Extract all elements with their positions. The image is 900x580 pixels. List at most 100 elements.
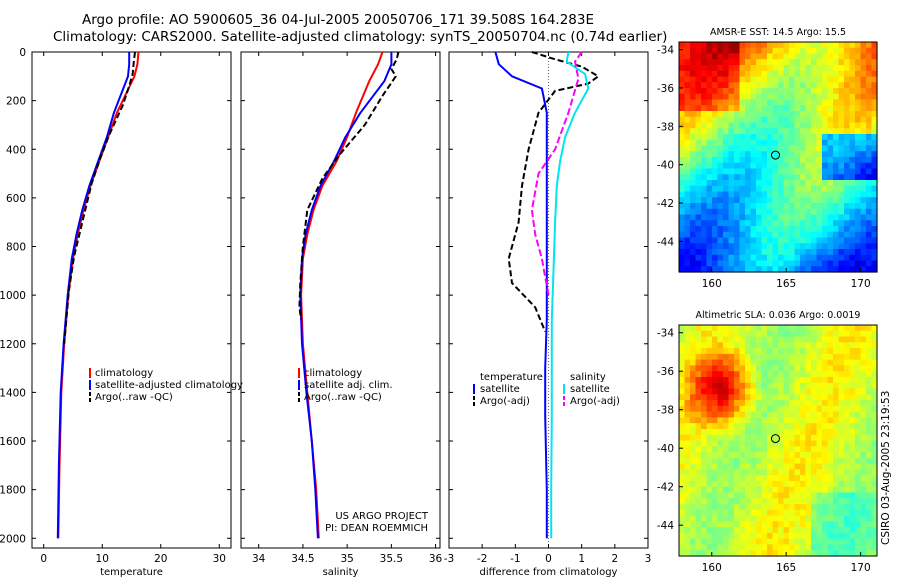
map-cell	[794, 325, 801, 332]
map-cell	[772, 411, 779, 419]
map-cell	[833, 59, 840, 66]
map-cell	[833, 185, 840, 193]
map-cell	[827, 342, 834, 349]
map-cell	[822, 197, 829, 204]
map-cell	[778, 532, 785, 540]
map-cell	[866, 249, 873, 256]
map-cell	[745, 42, 752, 49]
map-cell	[855, 504, 862, 511]
map-cell	[805, 463, 812, 470]
map-cell	[734, 463, 741, 470]
map-cell	[794, 527, 801, 534]
map-cell	[695, 434, 702, 442]
map-cell	[739, 434, 746, 442]
map-cell	[690, 231, 697, 239]
map-cell	[701, 365, 708, 372]
map-cell	[728, 480, 735, 488]
map-cell	[794, 266, 801, 273]
map-cell	[712, 151, 719, 158]
map-cell	[866, 93, 873, 101]
map-cell	[871, 226, 878, 233]
map-cell	[772, 174, 779, 181]
map-cell	[811, 527, 818, 534]
map-cell	[833, 157, 840, 164]
map-cell	[855, 376, 862, 384]
map-cell	[800, 428, 807, 436]
map-cell	[816, 359, 823, 367]
map-cell	[800, 82, 807, 89]
map-cell	[794, 428, 801, 436]
map-cell	[772, 376, 779, 384]
map-cell	[750, 174, 757, 181]
map-cell	[849, 475, 856, 482]
map-cell	[679, 550, 686, 557]
map-cell	[690, 325, 697, 332]
map-cell	[756, 70, 763, 78]
map-cell	[783, 208, 790, 216]
map-cell	[745, 168, 752, 175]
map-cell	[838, 214, 845, 221]
map-cell	[745, 180, 752, 187]
map-cell	[871, 203, 878, 210]
map-cell	[679, 532, 686, 540]
x-tick-label: 0	[40, 553, 47, 565]
map-cell	[739, 388, 746, 395]
map-cell	[734, 208, 741, 216]
map-cell	[871, 492, 878, 499]
map-cell	[833, 105, 840, 112]
map-cell	[805, 145, 812, 152]
map-cell	[783, 394, 790, 401]
map-y-tick-label: -36	[657, 83, 674, 95]
map-cell	[805, 99, 812, 106]
map-cell	[871, 475, 878, 482]
map-cell	[756, 498, 763, 505]
map-cell	[756, 405, 763, 413]
map-cell	[822, 180, 829, 187]
map-cell	[844, 492, 851, 499]
map-cell	[728, 417, 735, 424]
map-cell	[684, 509, 691, 517]
map-cell	[822, 266, 829, 273]
map-cell	[767, 122, 774, 129]
map-cell	[717, 469, 724, 476]
map-cell	[811, 400, 818, 407]
map-cell	[849, 423, 856, 430]
map-cell	[805, 76, 812, 83]
map-cell	[717, 237, 724, 244]
map-cell	[734, 157, 741, 164]
map-cell	[838, 185, 845, 193]
map-cell	[679, 405, 686, 413]
map-cell	[822, 336, 829, 343]
map-cell	[745, 249, 752, 256]
map-cell	[816, 538, 823, 546]
map-cell	[717, 116, 724, 124]
map-cell	[778, 266, 785, 273]
map-cell	[717, 480, 724, 488]
map-cell	[860, 342, 867, 349]
map-cell	[761, 492, 768, 499]
map-cell	[728, 434, 735, 442]
map-cell	[778, 122, 785, 129]
map-cell	[684, 266, 691, 273]
map-cell	[783, 342, 790, 349]
map-cell	[695, 544, 702, 551]
map-cell	[767, 405, 774, 413]
map-cell	[717, 509, 724, 517]
map-cell	[849, 191, 856, 198]
map-cell	[849, 394, 856, 401]
map-cell	[756, 365, 763, 372]
map-cell	[723, 492, 730, 499]
map-cell	[717, 325, 724, 332]
map-cell	[717, 47, 724, 55]
map-cell	[695, 452, 702, 459]
map-cell	[849, 116, 856, 124]
map-cell	[855, 400, 862, 407]
map-cell	[745, 174, 752, 181]
map-cell	[706, 428, 713, 436]
map-cell	[761, 231, 768, 239]
map-cell	[805, 105, 812, 112]
map-cell	[745, 226, 752, 233]
map-cell	[701, 325, 708, 332]
map-cell	[827, 145, 834, 152]
map-cell	[800, 457, 807, 465]
